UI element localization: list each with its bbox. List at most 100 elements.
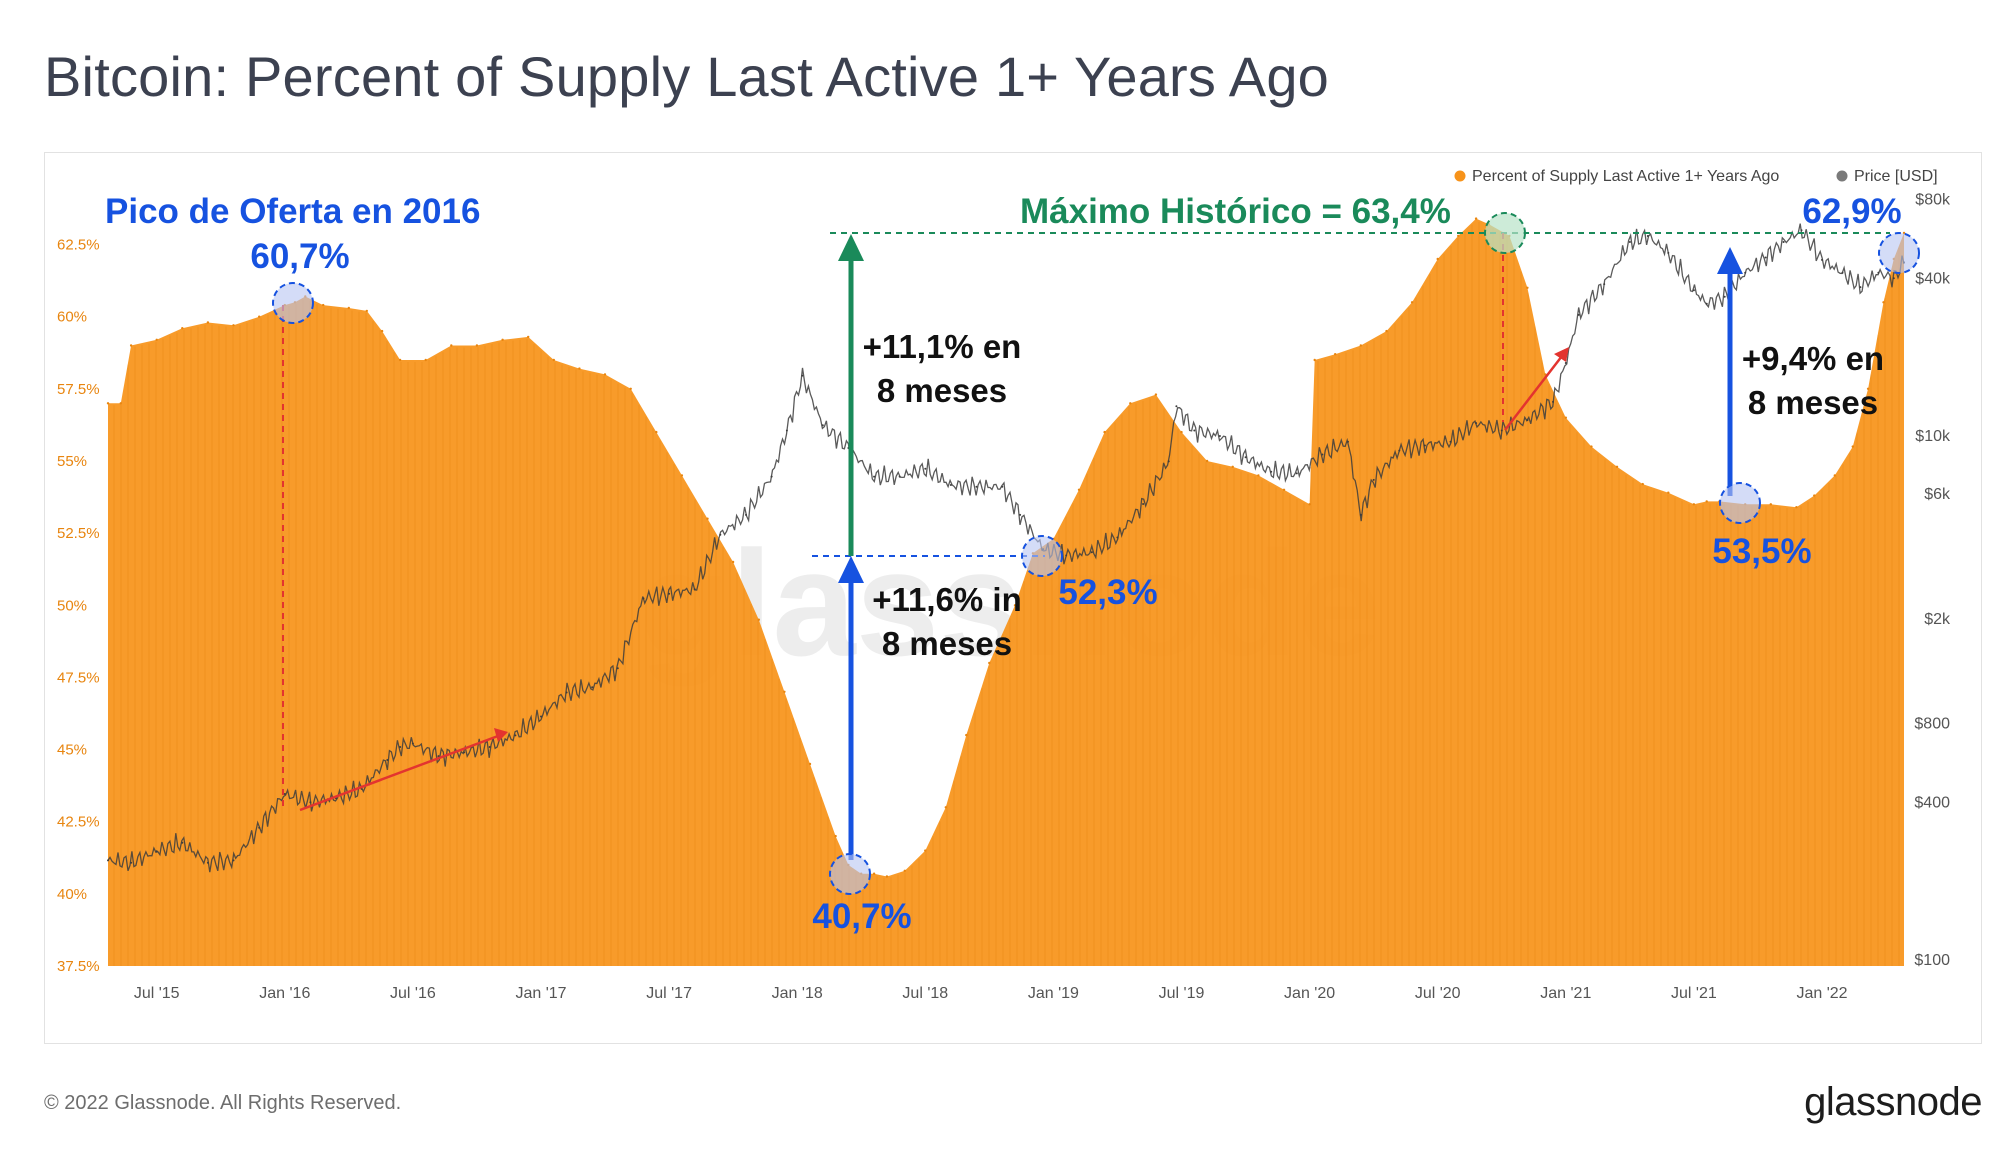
price-point bbox=[1359, 513, 1362, 516]
price-point bbox=[1019, 513, 1022, 516]
supply-point bbox=[680, 474, 684, 477]
x-tick-label: Jan '18 bbox=[772, 985, 823, 1002]
legend: Percent of Supply Last Active 1+ Years A… bbox=[1454, 168, 1938, 185]
price-point bbox=[1877, 271, 1880, 274]
price-point bbox=[181, 841, 184, 844]
supply-point bbox=[206, 321, 210, 324]
supply-point bbox=[1282, 488, 1286, 491]
supply-point bbox=[129, 344, 133, 347]
supply-point bbox=[1833, 474, 1837, 477]
supply-point bbox=[1564, 416, 1568, 419]
price-line-layer bbox=[107, 223, 1905, 873]
supply-point bbox=[988, 661, 991, 665]
marker-2019 bbox=[1021, 535, 1063, 577]
supply-point bbox=[155, 338, 158, 341]
price-point bbox=[206, 861, 209, 864]
price-point bbox=[1841, 271, 1844, 274]
price-point bbox=[1065, 554, 1068, 557]
x-tick-label: Jul '17 bbox=[646, 985, 692, 1002]
y-right-tick-label: $100 bbox=[1914, 952, 1950, 969]
annotation-rise-2021-line1: +9,4% en bbox=[1742, 340, 1884, 377]
supply-point bbox=[903, 869, 906, 872]
supply-point bbox=[783, 690, 786, 693]
supply-point bbox=[808, 762, 812, 766]
price-point bbox=[1218, 435, 1221, 437]
supply-point bbox=[1257, 474, 1260, 477]
price-point bbox=[1603, 283, 1606, 286]
supply-point bbox=[1103, 430, 1106, 434]
x-tick-label: Jul '18 bbox=[902, 985, 948, 1002]
price-point bbox=[309, 801, 312, 804]
price-point bbox=[1723, 295, 1726, 298]
supply-point bbox=[1129, 402, 1132, 405]
y-right-tick-label: $400 bbox=[1914, 794, 1950, 811]
supply-point bbox=[1692, 503, 1696, 506]
rise-arrow-2018-green-head bbox=[838, 234, 864, 261]
price-point bbox=[1175, 405, 1178, 408]
supply-point bbox=[1205, 459, 1209, 463]
legend-label-price[interactable]: Price [USD] bbox=[1854, 168, 1938, 185]
annotation-2022-value: 62,9% bbox=[1802, 192, 1901, 231]
price-point bbox=[616, 667, 619, 670]
price-point bbox=[1628, 241, 1631, 243]
y-left-tick-label: 60% bbox=[57, 309, 87, 326]
annotation-2019-value: 52,3% bbox=[1058, 573, 1157, 612]
page-title: Bitcoin: Percent of Supply Last Active 1… bbox=[44, 45, 1330, 108]
marker-2022 bbox=[1878, 232, 1920, 274]
supply-point bbox=[731, 560, 735, 564]
price-point bbox=[642, 597, 645, 600]
price-point bbox=[1744, 271, 1747, 274]
price-point bbox=[565, 691, 568, 694]
supply-point bbox=[1385, 329, 1388, 333]
y-left-tick-label: 45% bbox=[57, 742, 87, 759]
x-tick-label: Jan '17 bbox=[515, 985, 566, 1002]
price-point bbox=[873, 475, 876, 478]
price-point bbox=[1398, 449, 1401, 452]
price-point bbox=[1295, 472, 1298, 475]
price-point bbox=[1372, 478, 1375, 481]
price-point bbox=[437, 755, 440, 758]
price-point bbox=[1347, 440, 1349, 443]
price-point bbox=[1892, 277, 1895, 280]
supply-point bbox=[1436, 257, 1439, 261]
annotation-rise-green-line1: +11,1% en bbox=[863, 328, 1022, 365]
price-point bbox=[1244, 456, 1247, 459]
price-point bbox=[1859, 286, 1862, 289]
price-point bbox=[1692, 289, 1695, 292]
supply-point bbox=[1641, 482, 1644, 486]
supply-point bbox=[1851, 445, 1855, 448]
price-point bbox=[1782, 241, 1785, 243]
supply-point bbox=[629, 387, 632, 390]
y-right-tick-label: $40k bbox=[1915, 270, 1951, 287]
price-point bbox=[399, 746, 402, 748]
supply-point bbox=[1013, 604, 1017, 607]
supply-point bbox=[872, 872, 876, 875]
legend-label-supply[interactable]: Percent of Supply Last Active 1+ Years A… bbox=[1472, 168, 1779, 185]
supply-point bbox=[1180, 430, 1183, 434]
x-tick-label: Jan '19 bbox=[1028, 985, 1079, 1002]
supply-point bbox=[1813, 494, 1816, 497]
annotation-rise-2021-line2: 8 meses bbox=[1748, 384, 1878, 421]
supply-point bbox=[424, 358, 427, 362]
price-point bbox=[1764, 256, 1767, 259]
price-point bbox=[949, 484, 952, 486]
supply-point bbox=[1769, 503, 1773, 506]
supply-point bbox=[944, 806, 947, 809]
supply-point bbox=[1334, 353, 1337, 356]
price-point bbox=[540, 715, 542, 718]
price-point bbox=[1800, 229, 1803, 232]
price-point bbox=[1193, 429, 1196, 432]
rise-arrow-2018-blue-head bbox=[838, 556, 864, 583]
price-line bbox=[107, 223, 1905, 873]
price-point bbox=[693, 588, 696, 591]
y-right-tick-label: $6k bbox=[1924, 486, 1951, 503]
glassnode-logo[interactable]: glassnode bbox=[1804, 1080, 1982, 1124]
price-point bbox=[668, 592, 671, 595]
price-point bbox=[258, 826, 261, 829]
price-point bbox=[463, 751, 466, 754]
supply-point bbox=[924, 849, 927, 852]
supply-point bbox=[527, 335, 530, 339]
supply-point bbox=[1410, 301, 1414, 304]
supply-point bbox=[603, 373, 607, 376]
legend-marker-supply bbox=[1454, 170, 1466, 182]
